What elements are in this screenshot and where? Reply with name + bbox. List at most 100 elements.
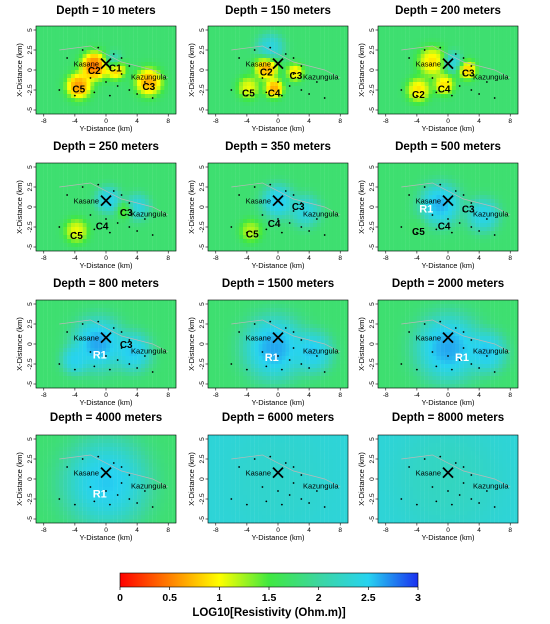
heatmap-cell [164,86,169,91]
heatmap-cell [144,106,149,111]
heatmap-cell [148,98,153,103]
heatmap-cell [401,235,406,240]
heatmap-cell [494,211,499,216]
heatmap-cell [235,78,240,83]
heatmap-cell [416,42,421,47]
heatmap-cell [440,203,445,208]
heatmap-cell [289,183,294,188]
heatmap-cell [274,163,279,168]
heatmap-cell [409,211,414,216]
heatmap-cell [219,66,224,71]
heatmap-cell [381,235,386,240]
heatmap-cell [309,78,314,83]
heatmap-cell [36,66,41,71]
heatmap-cell [156,227,161,232]
heatmap-cell [416,106,421,111]
heatmap-cell [39,110,44,115]
heatmap-cell [479,187,484,192]
heatmap-cell [463,195,468,200]
heatmap-cell [55,38,60,43]
heatmap-cell [510,223,515,228]
heatmap-cell [121,42,126,47]
heatmap-cell [514,34,519,39]
heatmap-cell [344,171,349,176]
heatmap-cell [258,70,263,75]
heatmap-cell [440,175,445,180]
heatmap-cell [494,82,499,87]
heatmap-cell [258,215,263,220]
heatmap-cell [378,82,383,87]
heatmap-cell [320,50,325,55]
heatmap-cell [164,70,169,75]
heatmap-cell [483,26,488,31]
heatmap-cell [168,215,173,220]
heatmap-cell [223,94,228,99]
heatmap-cell [428,219,433,224]
heatmap-cell [309,171,314,176]
heatmap-cell [401,195,406,200]
heatmap-cell [239,26,244,31]
heatmap-cell [246,26,251,31]
heatmap-cell [463,239,468,244]
heatmap-cell [436,231,441,236]
heatmap-cell [47,78,52,83]
heatmap-cell [82,30,87,35]
heatmap-cell [168,199,173,204]
station-dot [408,57,411,59]
heatmap-cell [420,179,425,184]
heatmap-cell [152,66,157,71]
heatmap-cell [74,78,79,83]
y-tick-label: 5 [27,165,34,169]
heatmap-cell [475,74,480,79]
heatmap-cell [223,102,228,107]
heatmap-cell [393,102,398,107]
heatmap-cell [467,34,472,39]
heatmap-cell [208,42,213,47]
heatmap-cell [106,94,111,99]
heatmap-cell [289,110,294,115]
heatmap-cell [82,203,87,208]
heatmap-cell [471,74,476,79]
heatmap-cell [262,163,267,168]
station-dot [439,46,442,49]
heatmap-cell [144,231,149,236]
heatmap-cell [144,239,149,244]
heatmap-cell [133,231,138,236]
heatmap-cell [510,175,515,180]
heatmap-cell [59,227,64,232]
heatmap-cell [239,203,244,208]
heatmap-cell [71,94,76,99]
heatmap-cell [328,211,333,216]
heatmap-cell [289,231,294,236]
heatmap-cell [440,70,445,75]
heatmap-cell [106,215,111,220]
heatmap-cell [250,163,255,168]
heatmap-cell [129,227,134,232]
heatmap-cell [289,50,294,55]
heatmap-cell [381,227,386,232]
heatmap-cell [475,207,480,212]
heatmap-cell [467,207,472,212]
heatmap-cell [301,239,306,244]
heatmap-cell [223,38,228,43]
heatmap-cell [55,203,60,208]
heatmap-cell [129,70,134,75]
heatmap-cell [309,195,314,200]
heatmap-cell [266,203,271,208]
heatmap-cell [266,235,271,240]
heatmap-cell [239,86,244,91]
heatmap-cell [71,191,76,196]
heatmap-cell [270,243,275,248]
heatmap-cell [440,171,445,176]
heatmap-cell [281,175,286,180]
heatmap-cell [328,26,333,31]
heatmap-cell [336,38,341,43]
heatmap-cell [340,74,345,79]
heatmap-cell [436,38,441,43]
heatmap-cell [239,171,244,176]
heatmap-cell [67,102,72,107]
heatmap-cell [164,78,169,83]
heatmap-cell [510,70,515,75]
heatmap-cell [378,26,383,31]
heatmap-cell [514,50,519,55]
